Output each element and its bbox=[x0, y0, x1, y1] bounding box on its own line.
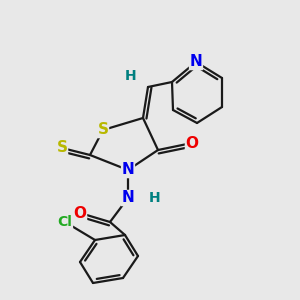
Text: N: N bbox=[122, 163, 134, 178]
Text: S: S bbox=[98, 122, 109, 137]
Text: H: H bbox=[125, 69, 137, 83]
Text: N: N bbox=[122, 190, 134, 206]
Text: S: S bbox=[56, 140, 68, 155]
Text: N: N bbox=[190, 55, 202, 70]
Text: H: H bbox=[149, 191, 161, 205]
Text: Cl: Cl bbox=[58, 215, 72, 229]
Text: O: O bbox=[74, 206, 86, 220]
Text: O: O bbox=[185, 136, 199, 151]
